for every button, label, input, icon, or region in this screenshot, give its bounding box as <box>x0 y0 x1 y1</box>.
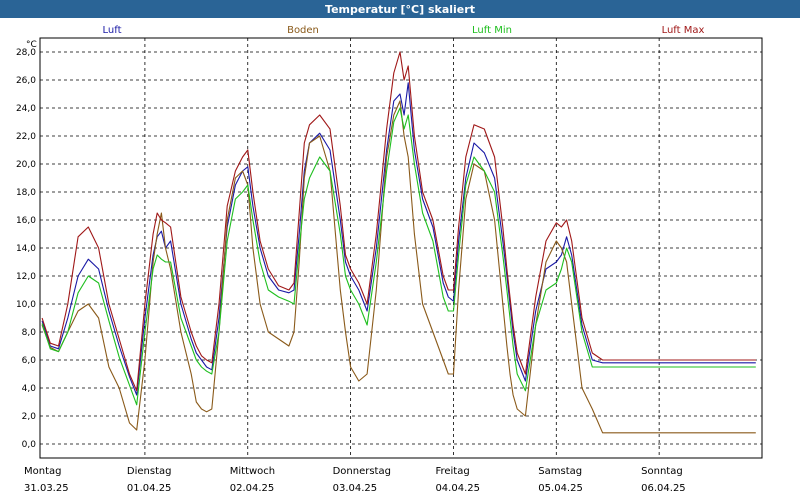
y-tick-label: 4,0 <box>22 384 37 394</box>
legend-entry: Luft Max <box>662 25 705 36</box>
y-tick-label: 14,0 <box>16 244 36 254</box>
x-day-label: Samstag <box>538 466 582 477</box>
x-date-label: 06.04.25 <box>641 483 686 494</box>
x-day-label: Dienstag <box>127 466 172 477</box>
x-date-label: 31.03.25 <box>24 483 69 494</box>
legend-entry: Luft <box>103 25 122 36</box>
y-tick-label: 0,0 <box>22 440 37 450</box>
x-date-label: 02.04.25 <box>230 483 275 494</box>
y-tick-label: 8,0 <box>22 328 37 338</box>
x-day-label: Mittwoch <box>230 466 275 477</box>
x-date-label: 03.04.25 <box>333 483 378 494</box>
series-line-luft-min <box>41 107 756 406</box>
y-tick-label: 12,0 <box>16 272 36 282</box>
legend-entry: Boden <box>287 25 319 36</box>
y-tick-label: 24,0 <box>16 104 36 114</box>
x-date-label: 05.04.25 <box>538 483 583 494</box>
legend-entry: Luft Min <box>472 25 512 36</box>
x-day-label: Sonntag <box>641 466 683 477</box>
y-tick-label: 18,0 <box>16 188 36 198</box>
y-tick-label: 16,0 <box>16 216 36 226</box>
x-date-label: 04.04.25 <box>435 483 480 494</box>
series-line-luft <box>41 82 756 396</box>
x-day-label: Montag <box>24 466 61 477</box>
y-tick-label: 20,0 <box>16 160 36 170</box>
chart-title-bar: Temperatur [°C] skaliert <box>0 0 800 18</box>
y-tick-label: 10,0 <box>16 300 36 310</box>
x-day-label: Donnerstag <box>333 466 391 477</box>
chart-title: Temperatur [°C] skaliert <box>325 2 475 16</box>
x-day-label: Freitag <box>435 466 469 477</box>
y-tick-label: 26,0 <box>16 76 36 86</box>
x-date-label: 01.04.25 <box>127 483 172 494</box>
y-tick-label: 22,0 <box>16 132 36 142</box>
y-tick-label: 6,0 <box>22 356 37 366</box>
y-axis-label: °C <box>26 40 37 50</box>
y-tick-label: 2,0 <box>22 412 37 422</box>
series-line-luft-max <box>41 51 756 392</box>
temperature-chart: 0,0 2,0 4,0 6,0 8,0 10,0 12,0 14,0 16,0 18,0 20,0 2… <box>16 25 763 494</box>
y-tick-label: 28,0 <box>16 48 36 58</box>
